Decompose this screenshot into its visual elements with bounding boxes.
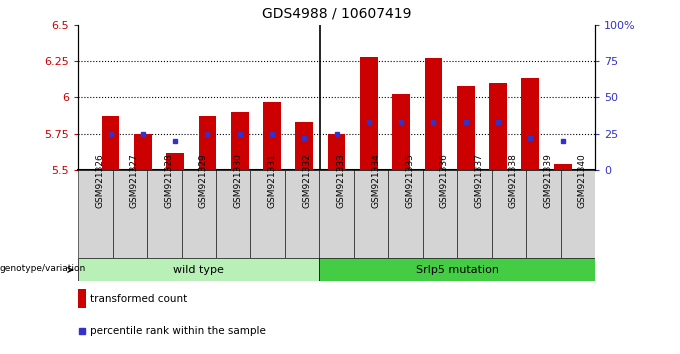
Bar <box>78 289 86 308</box>
Text: wild type: wild type <box>173 265 224 275</box>
Title: GDS4988 / 10607419: GDS4988 / 10607419 <box>262 7 411 21</box>
Bar <box>182 170 216 258</box>
Text: GSM921333: GSM921333 <box>337 153 345 208</box>
Text: GSM921338: GSM921338 <box>509 153 518 208</box>
Bar <box>457 86 475 170</box>
Bar <box>560 170 595 258</box>
Bar <box>134 133 152 170</box>
Text: GSM921337: GSM921337 <box>475 153 483 208</box>
Text: genotype/variation: genotype/variation <box>0 264 86 273</box>
Bar <box>360 57 378 170</box>
Text: GSM921334: GSM921334 <box>371 153 380 208</box>
Bar <box>250 170 285 258</box>
Bar <box>102 116 120 170</box>
Bar <box>489 83 507 170</box>
Text: GSM921328: GSM921328 <box>165 153 173 208</box>
Bar <box>328 133 345 170</box>
Bar <box>263 102 281 170</box>
Bar <box>423 170 457 258</box>
Text: transformed count: transformed count <box>90 293 187 304</box>
Bar <box>113 170 147 258</box>
Bar <box>554 164 571 170</box>
Bar <box>457 170 492 258</box>
Bar <box>354 170 388 258</box>
Text: GSM921326: GSM921326 <box>95 153 105 208</box>
Bar <box>424 58 443 170</box>
Bar <box>388 170 423 258</box>
Bar <box>216 170 250 258</box>
Bar <box>147 170 182 258</box>
Bar <box>167 153 184 170</box>
Bar <box>392 95 410 170</box>
Text: GSM921339: GSM921339 <box>543 153 552 208</box>
Bar <box>526 170 560 258</box>
Bar <box>522 79 539 170</box>
Text: GSM921331: GSM921331 <box>268 153 277 208</box>
Bar <box>78 170 113 258</box>
Bar <box>231 112 249 170</box>
Text: percentile rank within the sample: percentile rank within the sample <box>90 326 265 336</box>
Bar <box>295 122 313 170</box>
Text: GSM921327: GSM921327 <box>130 153 139 208</box>
Text: GSM921340: GSM921340 <box>578 153 587 208</box>
Bar <box>199 116 216 170</box>
Bar <box>78 258 320 281</box>
Bar <box>285 170 320 258</box>
Text: GSM921336: GSM921336 <box>440 153 449 208</box>
Text: GSM921330: GSM921330 <box>233 153 242 208</box>
Text: GSM921332: GSM921332 <box>302 153 311 208</box>
Bar <box>320 258 595 281</box>
Bar <box>492 170 526 258</box>
Bar <box>320 170 354 258</box>
Text: GSM921335: GSM921335 <box>405 153 415 208</box>
Text: Srlp5 mutation: Srlp5 mutation <box>415 265 498 275</box>
Text: GSM921329: GSM921329 <box>199 153 208 208</box>
